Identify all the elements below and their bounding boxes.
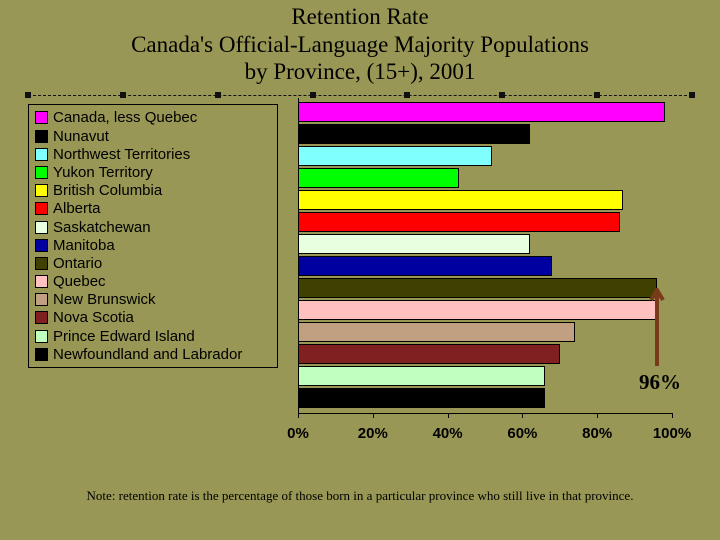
bar: [298, 278, 657, 298]
bar-row: [298, 322, 672, 342]
x-tick-label: 60%: [507, 425, 537, 442]
callout-arrow: [647, 288, 667, 346]
bar: [298, 322, 575, 342]
bar-row: [298, 212, 672, 232]
legend-swatch: [35, 221, 48, 234]
bar-row: [298, 146, 672, 166]
legend-swatch: [35, 202, 48, 215]
bar-row: [298, 190, 672, 210]
x-axis: [298, 413, 672, 414]
x-tick: [672, 413, 673, 418]
legend-label: Ontario: [53, 255, 102, 272]
x-tick-label: 20%: [358, 425, 388, 442]
chart-title: Retention Rate Canada's Official-Languag…: [0, 0, 720, 92]
footnote: Note: retention rate is the percentage o…: [30, 488, 690, 504]
legend-row: Nova Scotia: [35, 309, 271, 327]
legend-swatch: [35, 257, 48, 270]
bar: [298, 366, 545, 386]
bar: [298, 234, 530, 254]
legend-swatch: [35, 348, 48, 361]
bar-row: [298, 300, 672, 320]
legend-swatch: [35, 184, 48, 197]
legend-swatch: [35, 130, 48, 143]
legend-label: Northwest Territories: [53, 146, 190, 163]
legend-row: Northwest Territories: [35, 145, 271, 163]
bar-row: [298, 278, 672, 298]
legend-label: British Columbia: [53, 182, 162, 199]
bar: [298, 300, 657, 320]
legend-label: New Brunswick: [53, 291, 156, 308]
x-tick: [448, 413, 449, 418]
bar-row: [298, 234, 672, 254]
x-tick-label: 100%: [653, 425, 691, 442]
legend: Canada, less Quebec NunavutNorthwest Terr…: [28, 104, 278, 369]
title-line-2: Canada's Official-Language Majority Popu…: [131, 32, 589, 57]
bar: [298, 190, 623, 210]
legend-row: Saskatchewan: [35, 218, 271, 236]
legend-swatch: [35, 166, 48, 179]
x-tick: [298, 413, 299, 418]
legend-label: Nunavut: [53, 128, 109, 145]
bar-row: [298, 344, 672, 364]
x-tick-label: 80%: [582, 425, 612, 442]
x-tick: [522, 413, 523, 418]
legend-label: Yukon Territory: [53, 164, 153, 181]
bar-row: [298, 124, 672, 144]
legend-swatch: [35, 148, 48, 161]
legend-label: Newfoundland and Labrador: [53, 346, 242, 363]
legend-row: British Columbia: [35, 182, 271, 200]
legend-label: Nova Scotia: [53, 309, 134, 326]
legend-label: Prince Edward Island: [53, 328, 195, 345]
bar: [298, 212, 620, 232]
legend-swatch: [35, 111, 48, 124]
chart-area: Canada, less Quebec NunavutNorthwest Terr…: [28, 104, 692, 484]
bar-row: [298, 256, 672, 276]
bar: [298, 124, 530, 144]
legend-row: Nunavut: [35, 127, 271, 145]
legend-row: Quebec: [35, 272, 271, 290]
legend-row: Alberta: [35, 200, 271, 218]
x-tick: [597, 413, 598, 418]
bar-row: [298, 366, 672, 386]
bar: [298, 344, 560, 364]
legend-row: New Brunswick: [35, 291, 271, 309]
title-divider: [28, 94, 692, 96]
bar-row: [298, 102, 672, 122]
legend-row: Prince Edward Island: [35, 327, 271, 345]
legend-swatch: [35, 293, 48, 306]
bar: [298, 146, 492, 166]
x-tick-label: 0%: [287, 425, 309, 442]
bar: [298, 256, 552, 276]
bar-row: [298, 168, 672, 188]
legend-row: Canada, less Quebec: [35, 109, 271, 127]
legend-swatch: [35, 330, 48, 343]
legend-row: Manitoba: [35, 236, 271, 254]
legend-label: Quebec: [53, 273, 106, 290]
legend-swatch: [35, 311, 48, 324]
bar: [298, 102, 665, 122]
bar: [298, 388, 545, 408]
bar: [298, 168, 459, 188]
legend-label: Saskatchewan: [53, 219, 151, 236]
legend-row: Newfoundland and Labrador: [35, 345, 271, 363]
legend-row: Ontario: [35, 254, 271, 272]
legend-label: Manitoba: [53, 237, 115, 254]
bar-row: [298, 388, 672, 408]
plot-area: 0%20%40%60%80%100%96%: [298, 98, 672, 414]
x-tick-label: 40%: [433, 425, 463, 442]
callout-label: 96%: [639, 370, 681, 395]
legend-row: Yukon Territory: [35, 163, 271, 181]
title-line-1: Retention Rate: [291, 4, 428, 29]
legend-swatch: [35, 239, 48, 252]
legend-label: Alberta: [53, 200, 101, 217]
x-tick: [373, 413, 374, 418]
legend-label: Canada, less Quebec: [53, 109, 197, 126]
title-line-3: by Province, (15+), 2001: [245, 59, 476, 84]
legend-swatch: [35, 275, 48, 288]
